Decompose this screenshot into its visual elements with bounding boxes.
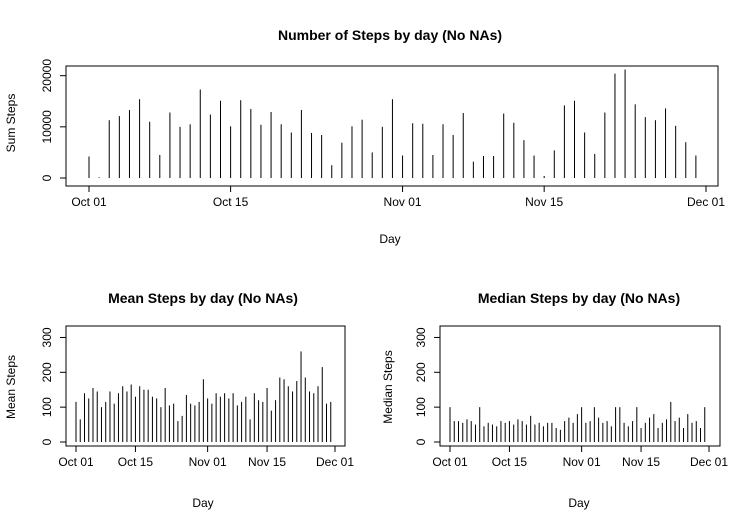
x-axis-label: Day (568, 496, 589, 510)
x-axis: Oct 01 Oct 15 Nov 01 Nov 15 Dec 01 (71, 185, 725, 209)
x-axis: Oct 01 Oct 15 Nov 01 Nov 15 Dec 01 (58, 445, 354, 469)
y-tick-label: 0 (414, 438, 428, 445)
x-axis: Oct 01 Oct 15 Nov 01 Nov 15 Dec 01 (432, 445, 728, 469)
x-tick-label: Dec 01 (690, 455, 728, 469)
median-steps-chart: Median Steps by day (No NAs) Oct 01 Oct 1… (381, 290, 728, 510)
y-axis: 0 10000 20000 (40, 59, 67, 181)
x-tick-label: Oct 01 (71, 195, 107, 209)
x-tick-label: Nov 15 (248, 455, 286, 469)
mean-steps-chart: Mean Steps by day (No NAs) Oct 01 Oct 15 N… (4, 290, 354, 510)
x-tick-label: Oct 15 (492, 455, 528, 469)
y-tick-label: 300 (414, 327, 428, 347)
sum-steps-chart: Number of Steps by day (No NAs) Oct 01 Oc… (4, 27, 725, 246)
y-tick-label: 200 (414, 362, 428, 382)
y-tick-label: 0 (40, 438, 54, 445)
chart-title: Mean Steps by day (No NAs) (108, 290, 298, 306)
y-axis-label: Mean Steps (4, 355, 18, 419)
chart-title: Median Steps by day (No NAs) (478, 290, 680, 306)
y-tick-label: 100 (414, 397, 428, 417)
x-tick-label: Oct 01 (432, 455, 468, 469)
y-tick-label: 0 (40, 174, 54, 181)
x-axis-label: Day (379, 232, 400, 246)
bars (449, 401, 706, 442)
x-tick-label: Oct 15 (213, 195, 249, 209)
plot-frame (439, 325, 721, 447)
y-tick-label: 20000 (40, 59, 54, 93)
x-tick-label: Oct 01 (58, 455, 94, 469)
plot-frame (65, 325, 346, 447)
y-axis-label: Sum Steps (4, 94, 18, 153)
y-tick-label: 200 (40, 362, 54, 382)
bars (88, 69, 697, 178)
x-tick-label: Nov 01 (384, 195, 422, 209)
x-tick-label: Dec 01 (316, 455, 354, 469)
x-tick-label: Nov 15 (622, 455, 660, 469)
chart-title: Number of Steps by day (No NAs) (278, 27, 502, 43)
x-tick-label: Nov 15 (525, 195, 563, 209)
y-tick-label: 100 (40, 397, 54, 417)
y-axis: 0 100 200 300 (40, 327, 67, 445)
y-axis: 0 100 200 300 (414, 327, 441, 445)
y-tick-label: 10000 (40, 110, 54, 144)
y-tick-label: 300 (40, 327, 54, 347)
bars (75, 351, 332, 442)
x-tick-label: Oct 15 (118, 455, 154, 469)
x-axis-label: Day (192, 496, 213, 510)
x-tick-label: Nov 01 (189, 455, 227, 469)
y-axis-label: Median Steps (381, 350, 395, 423)
x-tick-label: Nov 01 (563, 455, 601, 469)
x-tick-label: Dec 01 (687, 195, 725, 209)
